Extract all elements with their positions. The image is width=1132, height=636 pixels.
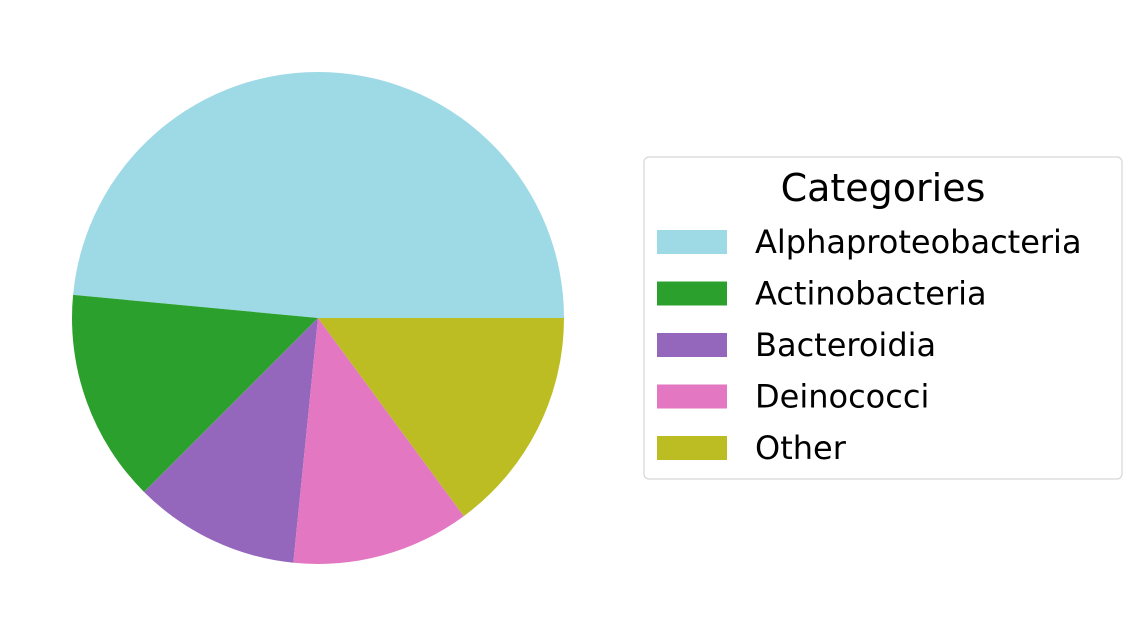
pie-slice-other [318,318,564,517]
legend-swatch-other [657,436,727,460]
legend-items: Alphaproteobacteria Actinobacteria Bactero… [657,223,1082,467]
pie-slice-deinococci [293,318,464,565]
legend-swatch-deinococci [657,384,727,409]
legend-label-other: Other [755,429,847,467]
legend-label-bacteroidia: Bacteroidia [755,326,936,364]
legend-title: Categories [781,166,986,210]
legend-box [643,156,1123,480]
legend-swatch-alphaproteobacteria [657,230,727,254]
legend-label-alphaproteobacteria: Alphaproteobacteria [755,223,1082,261]
legend-label-deinococci: Deinococci [755,378,929,416]
pie-slice-actinobacteria [71,294,318,492]
pie-slices [71,71,564,565]
legend-swatch-bacteroidia [657,333,727,357]
legend-swatch-actinobacteria [657,281,727,306]
pie-slice-alphaproteobacteria [73,71,564,318]
legend-label-actinobacteria: Actinobacteria [755,275,987,313]
legend: Categories Alphaproteobacteria Actinobact… [643,156,1123,480]
pie-slice-bacteroidia [144,318,318,563]
